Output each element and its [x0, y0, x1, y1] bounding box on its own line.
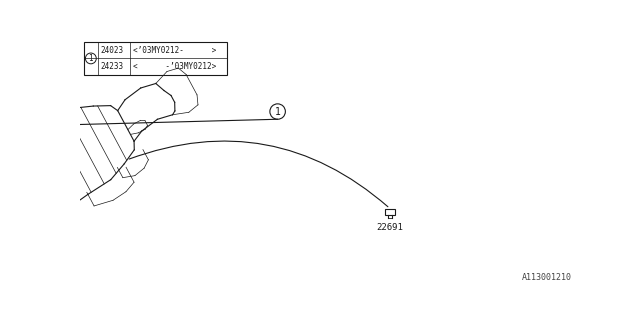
Text: 1: 1	[275, 107, 280, 116]
Text: <’03MY0212-      >: <’03MY0212- >	[132, 46, 216, 55]
Text: 24233: 24233	[100, 62, 124, 71]
Text: <      -’03MY0212>: < -’03MY0212>	[132, 62, 216, 71]
Text: 1: 1	[88, 54, 93, 63]
Text: 24023: 24023	[100, 46, 124, 55]
Text: A113001210: A113001210	[522, 273, 572, 282]
Text: 22691: 22691	[376, 223, 403, 232]
